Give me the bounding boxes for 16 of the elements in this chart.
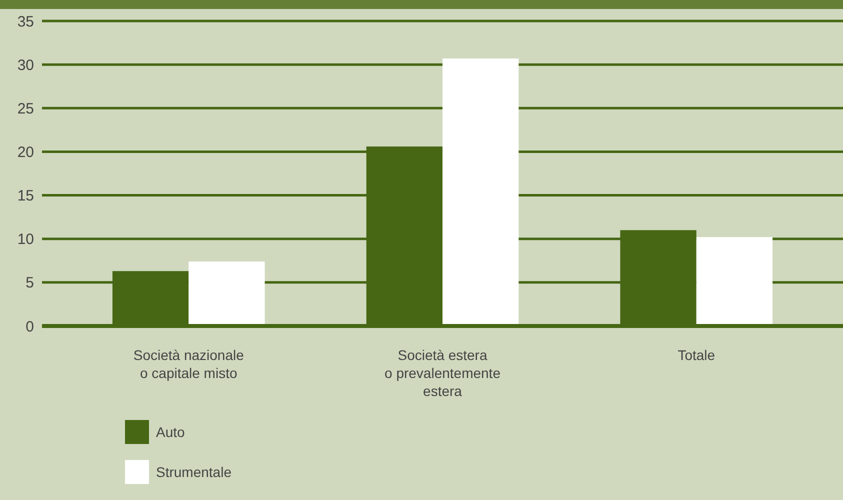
bar: [188, 262, 265, 326]
legend-label: Auto: [156, 424, 186, 440]
bar: [696, 237, 773, 326]
y-tick-label: 35: [17, 13, 34, 30]
y-tick-label: 0: [26, 318, 34, 336]
y-tick-label: 25: [17, 100, 34, 118]
y-tick-label: 5: [26, 274, 34, 292]
bar: [442, 58, 519, 326]
y-tick-label: 20: [17, 144, 34, 161]
y-tick-label: 15: [17, 188, 34, 205]
x-tick-label: Totale: [678, 347, 716, 363]
x-tick-label: Società estera o prevalentemente estera: [384, 347, 501, 399]
x-tick-label: Società nazionale o capitale misto: [133, 347, 244, 381]
y-tick-label: 10: [17, 231, 34, 248]
legend-label: Strumentale: [156, 464, 232, 480]
y-tick-label: 30: [17, 56, 34, 74]
